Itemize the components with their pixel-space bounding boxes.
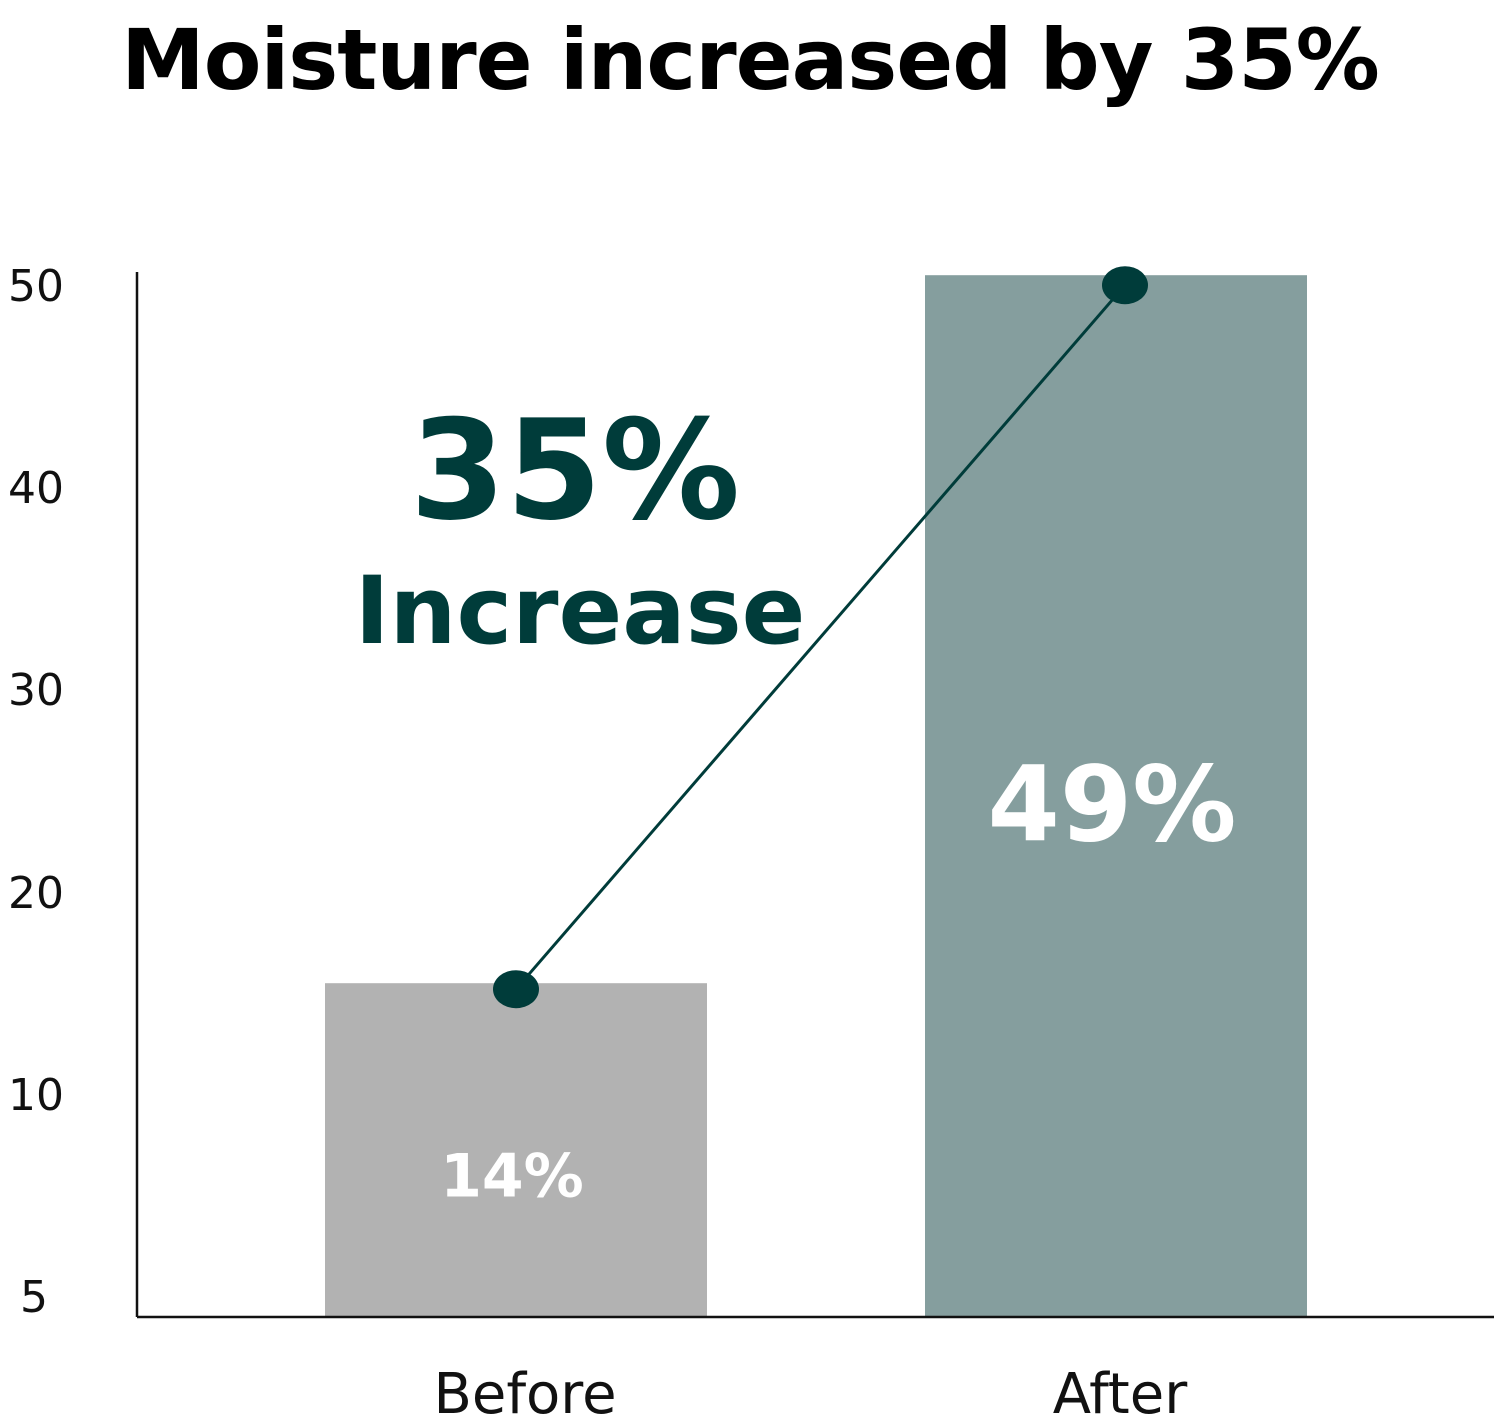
x-category-label: After — [1053, 1362, 1188, 1425]
x-category-label: Before — [433, 1362, 616, 1425]
chart-title: Moisture increased by 35% — [121, 11, 1380, 109]
y-axis-ticks: 5 10 20 30 40 50 — [8, 261, 64, 1323]
y-tick-label: 40 — [8, 463, 64, 514]
y-tick-label: 30 — [8, 665, 64, 716]
annotation-text: Increase — [355, 557, 806, 666]
connector-point — [1102, 266, 1148, 305]
connector-line — [514, 284, 1127, 991]
connector — [493, 266, 1148, 1009]
y-tick-label: 20 — [8, 868, 64, 919]
y-tick-label: 50 — [8, 261, 64, 312]
bar-before — [325, 983, 707, 1317]
y-tick-label: 5 — [20, 1272, 48, 1323]
bar-value-label: 14% — [440, 1142, 584, 1212]
y-tick-label: 10 — [8, 1070, 64, 1121]
connector-point — [493, 970, 539, 1009]
annotation-value: 35% — [410, 390, 740, 551]
bar-value-label: 49% — [988, 743, 1237, 865]
bar-after — [925, 275, 1307, 1318]
x-axis-categories: Before After — [433, 1362, 1188, 1425]
bars: 14% 49% — [325, 275, 1307, 1318]
